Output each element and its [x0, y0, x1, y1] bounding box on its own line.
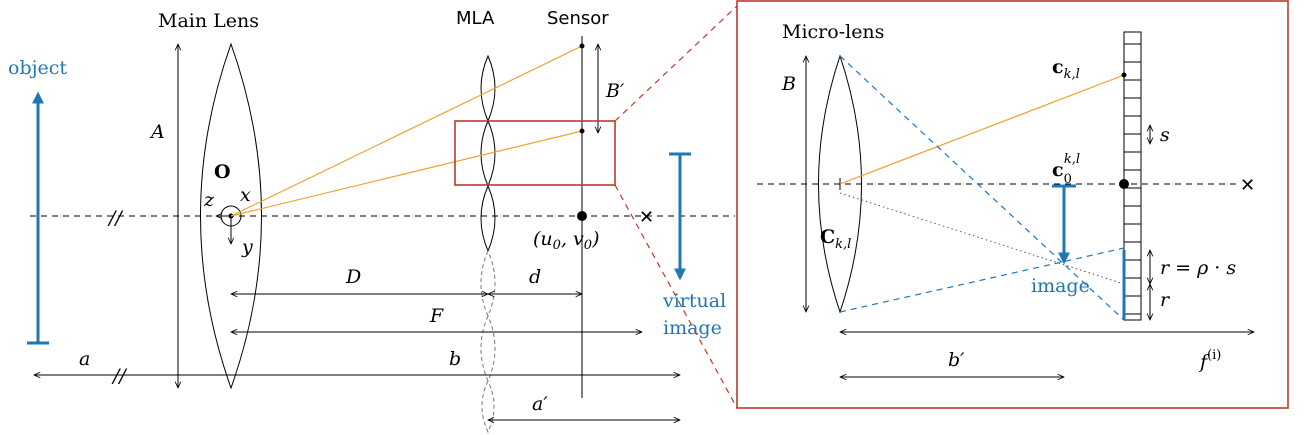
C-kl-label: Ck,l — [820, 226, 851, 252]
micro-lens-label: Micro-lens — [782, 21, 884, 43]
ray-hit-top — [579, 43, 585, 49]
c-kl-label: ck,l — [1052, 56, 1080, 82]
z-label: z — [203, 189, 215, 211]
y-label: y — [241, 236, 253, 258]
image-label: image — [663, 317, 722, 339]
focal-point-cross-right: ✕ — [1240, 175, 1255, 196]
mla-label: MLA — [456, 8, 495, 29]
c0-point — [1119, 179, 1129, 189]
x-label: x — [240, 184, 251, 206]
cone-top-edge — [839, 55, 1125, 321]
main-lens-label: Main Lens — [158, 10, 259, 32]
principal-point-label: (u0, v0) — [533, 228, 599, 253]
zoom-connector-bottom — [614, 184, 738, 409]
sensor-pixel-column — [1123, 31, 1142, 321]
s-label: s — [1160, 124, 1170, 146]
f-label: f(i) — [1198, 348, 1221, 373]
F-label: F — [429, 305, 444, 327]
A-label: A — [149, 121, 165, 143]
a-label: a — [79, 348, 90, 370]
principal-point — [577, 211, 587, 221]
r-label: r — [1160, 289, 1171, 311]
c-kl-point — [1121, 72, 1127, 78]
chief-ray — [839, 74, 1125, 185]
ray-middle — [230, 130, 583, 217]
main-lens — [200, 42, 262, 390]
c0-label: c0k,l — [1052, 152, 1080, 187]
cone-bottom-edge — [839, 247, 1125, 313]
r-rho-label: r = ρ · s — [1160, 257, 1236, 279]
b-label: b — [449, 348, 461, 370]
object-label: object — [8, 57, 67, 79]
dotted-ray — [839, 192, 1125, 285]
inset-panel: Micro-lens B ✕ image ck,l c0k,l Ck,l — [736, 0, 1289, 409]
sensor-label: Sensor — [547, 8, 609, 29]
axis-break-mark: // — [107, 207, 123, 229]
micro-image-label: image — [1031, 275, 1090, 297]
mla-lenslets — [480, 54, 496, 434]
D-label: D — [345, 266, 361, 288]
ray-top — [230, 45, 583, 217]
virtual-label: virtual — [662, 290, 726, 312]
a-break-mark: // — [111, 365, 127, 387]
focal-point-cross-left: ✕ — [639, 207, 654, 228]
b-prime-label: b′ — [948, 349, 965, 371]
left-panel: // object Main Lens A O x y z MLA Sensor — [8, 5, 738, 434]
zoom-region — [454, 120, 616, 186]
d-label: d — [529, 266, 541, 288]
inset-frame — [736, 0, 1289, 409]
O-label: O — [214, 161, 231, 183]
zoom-connector-top — [614, 5, 738, 122]
B-prime-label: B′ — [605, 80, 625, 102]
ray-hit-middle — [579, 128, 585, 134]
a-prime-label: a′ — [532, 393, 548, 415]
B-label: B — [781, 73, 796, 95]
